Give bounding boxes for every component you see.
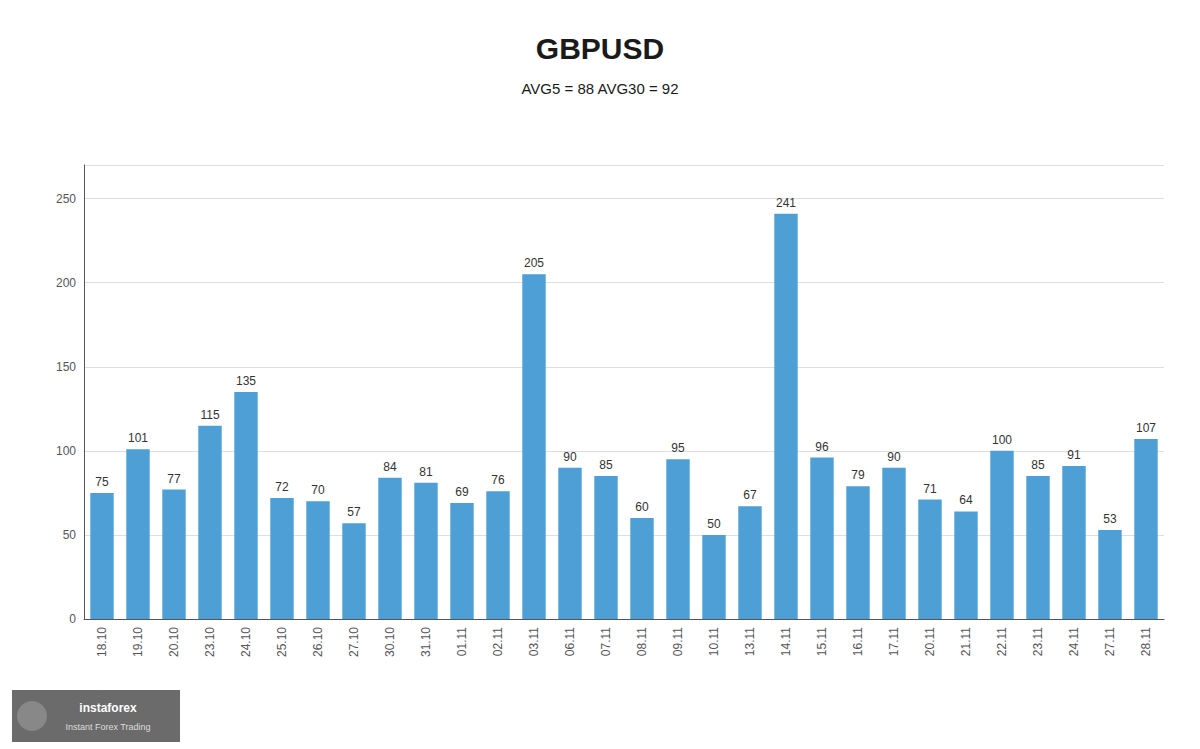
svg-text:71: 71 [923, 482, 937, 496]
svg-text:instaforex: instaforex [79, 701, 137, 715]
svg-text:14.11: 14.11 [779, 627, 793, 656]
svg-text:60: 60 [635, 500, 649, 514]
svg-text:19.10: 19.10 [131, 627, 145, 657]
svg-text:79: 79 [851, 468, 865, 482]
svg-text:09.11: 09.11 [671, 627, 685, 656]
svg-text:24.10: 24.10 [239, 627, 253, 657]
svg-text:135: 135 [236, 374, 256, 388]
svg-text:GBPUSD: GBPUSD [536, 32, 664, 65]
svg-text:75: 75 [95, 475, 109, 489]
svg-text:57: 57 [347, 505, 361, 519]
svg-text:08.11: 08.11 [635, 627, 649, 656]
svg-text:15.11: 15.11 [815, 627, 829, 656]
svg-text:20.11: 20.11 [923, 627, 937, 656]
svg-text:20.10: 20.10 [167, 627, 181, 657]
svg-text:23.11: 23.11 [1031, 627, 1045, 656]
svg-text:91: 91 [1067, 448, 1081, 462]
svg-text:50: 50 [707, 517, 721, 531]
svg-text:27.10: 27.10 [347, 627, 361, 657]
svg-text:30.10: 30.10 [383, 627, 397, 657]
svg-text:150: 150 [56, 360, 76, 374]
svg-text:22.11: 22.11 [995, 627, 1009, 656]
svg-text:23.10: 23.10 [203, 627, 217, 657]
svg-text:64: 64 [959, 493, 973, 507]
svg-text:31.10: 31.10 [419, 627, 433, 657]
svg-text:03.11: 03.11 [527, 627, 541, 656]
svg-text:06.11: 06.11 [563, 627, 577, 656]
svg-text:02.11: 02.11 [491, 627, 505, 656]
svg-text:100: 100 [992, 433, 1012, 447]
svg-text:90: 90 [563, 450, 577, 464]
svg-text:21.11: 21.11 [959, 627, 973, 656]
svg-text:67: 67 [743, 488, 757, 502]
svg-text:16.11: 16.11 [851, 627, 865, 656]
svg-text:53: 53 [1103, 512, 1117, 526]
svg-text:18.10: 18.10 [95, 627, 109, 657]
svg-text:85: 85 [1031, 458, 1045, 472]
svg-text:84: 84 [383, 460, 397, 474]
svg-text:AVG5 = 88 AVG30 = 92: AVG5 = 88 AVG30 = 92 [521, 80, 678, 97]
svg-text:17.11: 17.11 [887, 627, 901, 656]
svg-text:200: 200 [56, 276, 76, 290]
svg-text:77: 77 [167, 472, 181, 486]
svg-text:70: 70 [311, 483, 325, 497]
svg-text:28.11: 28.11 [1139, 627, 1153, 656]
svg-text:Instant Forex Trading: Instant Forex Trading [65, 722, 150, 732]
svg-text:0: 0 [69, 612, 76, 626]
svg-text:10.11: 10.11 [707, 627, 721, 656]
svg-text:205: 205 [524, 256, 544, 270]
svg-text:13.11: 13.11 [743, 627, 757, 656]
svg-text:76: 76 [491, 473, 505, 487]
svg-text:90: 90 [887, 450, 901, 464]
svg-text:100: 100 [56, 444, 76, 458]
svg-text:85: 85 [599, 458, 613, 472]
svg-text:24.11: 24.11 [1067, 627, 1081, 656]
svg-text:107: 107 [1136, 421, 1156, 435]
svg-text:115: 115 [200, 408, 219, 422]
svg-text:101: 101 [128, 431, 148, 445]
svg-text:26.10: 26.10 [311, 627, 325, 657]
svg-text:69: 69 [455, 485, 469, 499]
svg-text:241: 241 [776, 196, 796, 210]
svg-text:25.10: 25.10 [275, 627, 289, 657]
svg-text:96: 96 [815, 440, 829, 454]
svg-text:250: 250 [56, 192, 76, 206]
svg-text:07.11: 07.11 [599, 627, 613, 656]
svg-text:95: 95 [671, 441, 685, 455]
svg-text:50: 50 [63, 528, 77, 542]
svg-text:81: 81 [419, 465, 433, 479]
svg-text:01.11: 01.11 [455, 627, 469, 656]
svg-text:27.11: 27.11 [1103, 627, 1117, 656]
svg-text:72: 72 [275, 480, 289, 494]
